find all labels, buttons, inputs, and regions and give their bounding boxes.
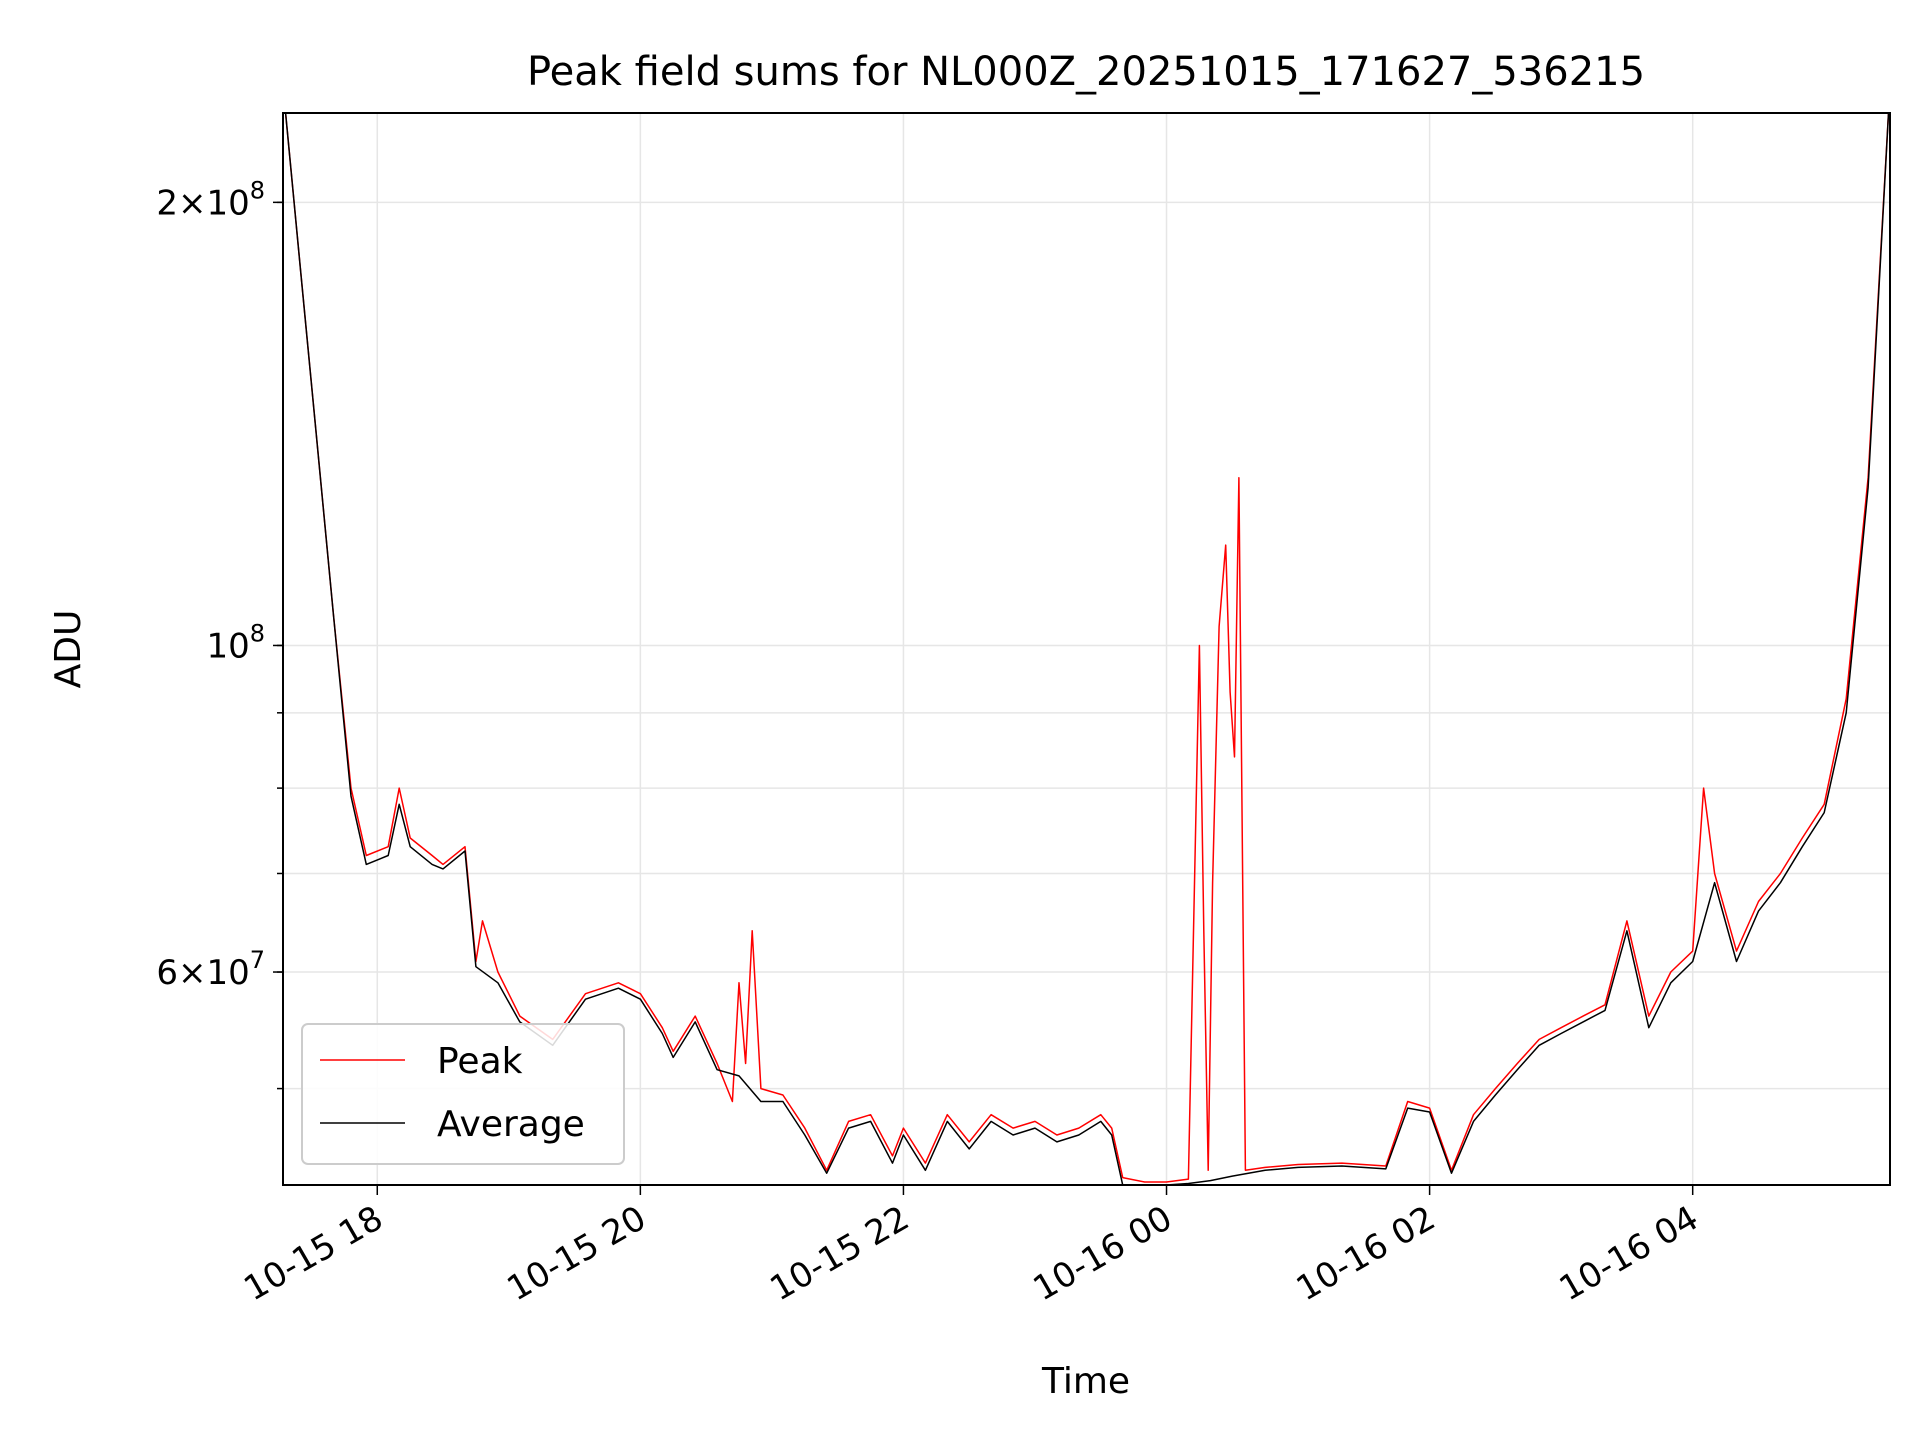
y-tick-base: 6×10 xyxy=(156,953,249,993)
grid xyxy=(283,113,1890,1185)
y-axis-label: ADU xyxy=(48,610,89,689)
plot-frame xyxy=(282,112,1891,1186)
y-tick-base: 10 xyxy=(206,626,249,666)
y-tick-exponent: 8 xyxy=(250,619,265,647)
legend-label-average: Average xyxy=(437,1104,585,1145)
y-tick-exponent: 7 xyxy=(250,946,265,974)
y-tick-label: 108 xyxy=(206,619,265,666)
series-line-average xyxy=(284,113,1890,1185)
legend: Peak Average xyxy=(301,1023,625,1165)
y-tick-label: 6×107 xyxy=(156,946,265,993)
plot-area xyxy=(284,113,1890,1185)
y-tick-base: 2×10 xyxy=(156,183,249,223)
series-line-peak xyxy=(284,113,1890,1183)
legend-label-peak: Peak xyxy=(437,1041,523,1082)
y-tick-exponent: 8 xyxy=(250,176,265,204)
y-tick-label: 2×108 xyxy=(156,176,265,223)
series-layer xyxy=(284,113,1890,1185)
legend-box xyxy=(301,1023,625,1165)
chart-title: Peak field sums for NL000Z_20251015_1716… xyxy=(527,49,1645,95)
x-axis-label: Time xyxy=(1041,1361,1130,1402)
